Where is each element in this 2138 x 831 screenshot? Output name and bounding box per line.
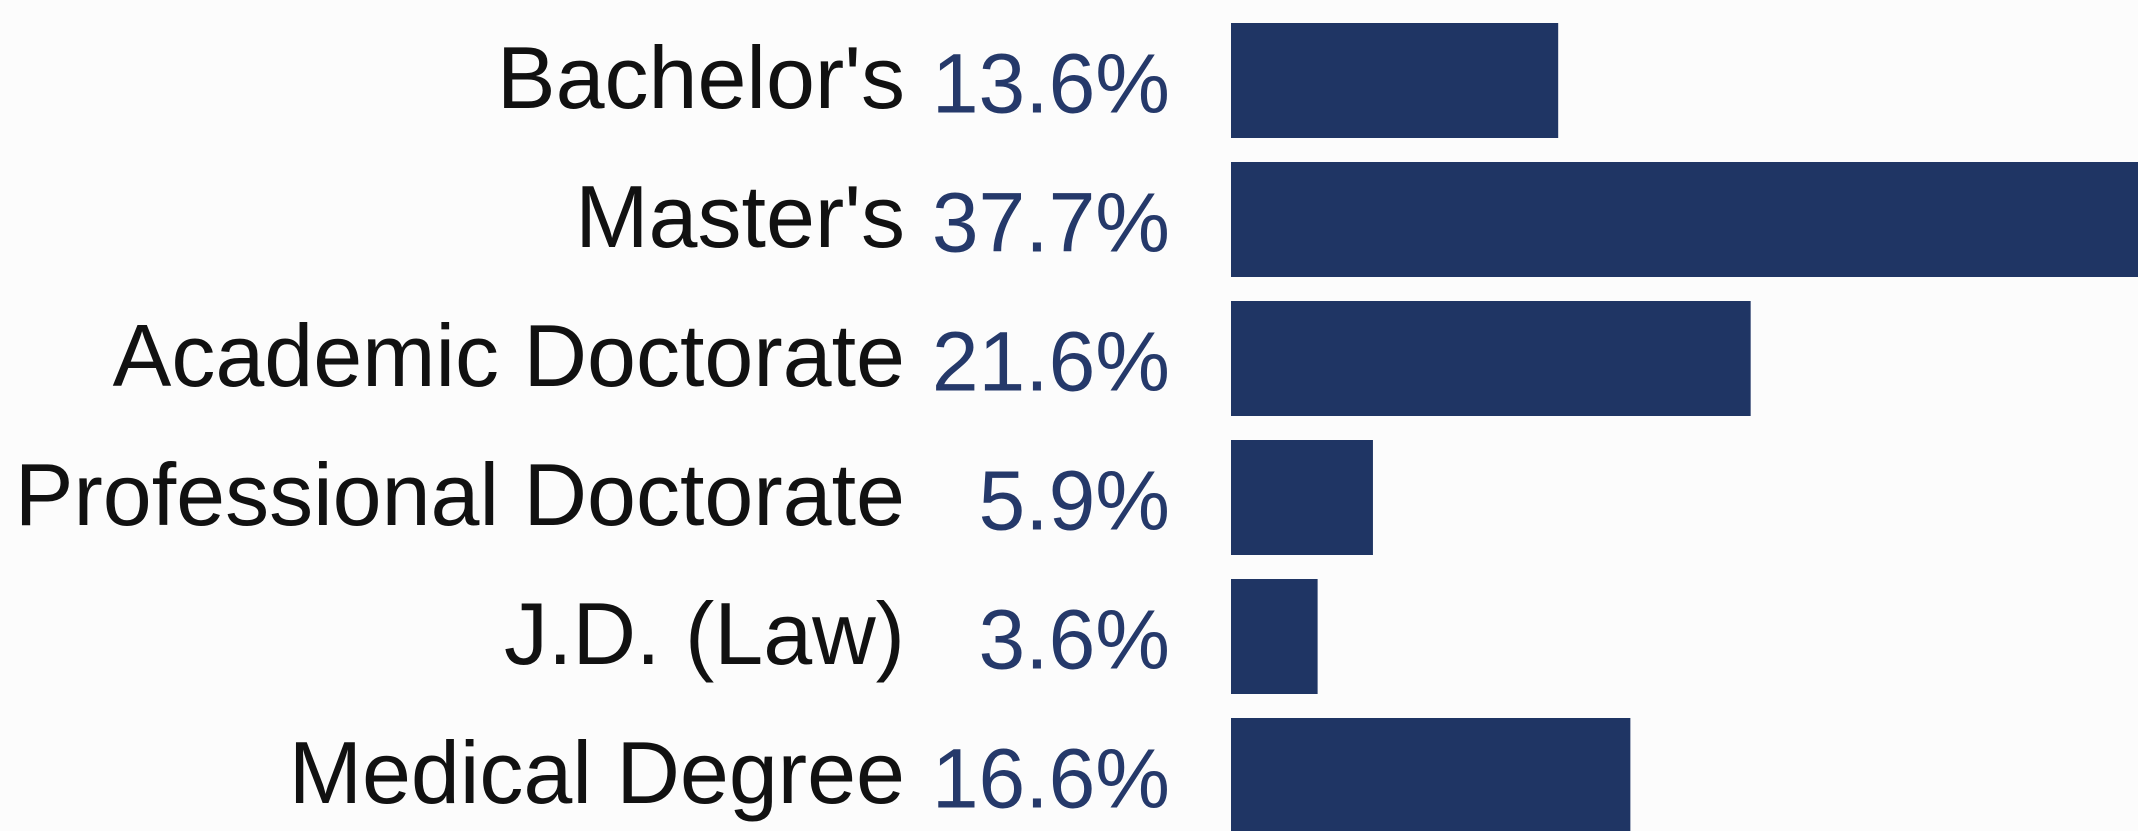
- category-label: Academic Doctorate: [113, 306, 905, 405]
- bar: [1231, 579, 1318, 694]
- category-label: Master's: [575, 167, 905, 266]
- value-label: 21.6%: [932, 315, 1170, 409]
- value-label: 3.6%: [979, 593, 1170, 687]
- category-label: Professional Doctorate: [15, 445, 905, 544]
- value-label: 37.7%: [932, 176, 1170, 270]
- bar: [1231, 718, 1631, 831]
- bar: [1231, 440, 1373, 555]
- value-label: 5.9%: [979, 454, 1170, 548]
- bar: [1231, 23, 1559, 138]
- bar: [1231, 301, 1751, 416]
- value-label: 13.6%: [932, 37, 1170, 131]
- value-label: 16.6%: [932, 732, 1170, 826]
- bar: [1231, 162, 2138, 277]
- category-label: Medical Degree: [289, 723, 905, 822]
- category-label: Bachelor's: [497, 28, 905, 127]
- category-label: J.D. (Law): [504, 584, 905, 683]
